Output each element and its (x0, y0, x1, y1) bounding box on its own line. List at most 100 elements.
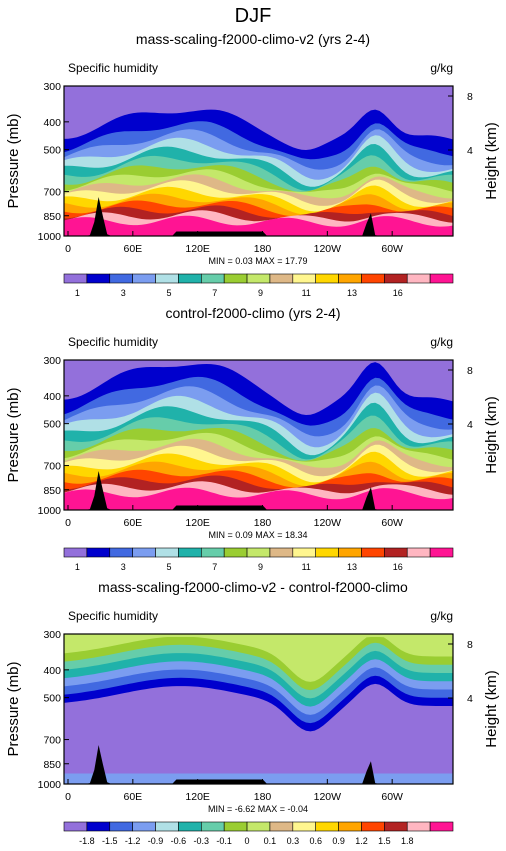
x-tick-label: 0 (65, 243, 71, 255)
plot-area (64, 86, 453, 236)
y-tick-label: 300 (43, 355, 61, 367)
colorbar-swatch (429, 547, 454, 558)
colorbar-label: 1.5 (378, 836, 391, 846)
colorbar-swatch (269, 547, 294, 558)
colorbar-label: 3 (121, 288, 126, 298)
topography (64, 745, 453, 784)
y-tick-label: 850 (43, 759, 61, 771)
x-tick-label: 120E (185, 517, 210, 529)
page-title: DJF (235, 5, 272, 27)
colorbar-label: 0.6 (309, 836, 322, 846)
colorbar-swatch (384, 547, 408, 558)
x-tick-label: 0 (65, 517, 71, 529)
colorbar-label: 9 (258, 288, 263, 298)
x-tick-label: 60E (123, 517, 142, 529)
colorbar-swatch (86, 547, 111, 558)
colorbar-swatch (406, 273, 431, 284)
contour-band-16 (64, 215, 453, 236)
colorbar-swatch (406, 821, 431, 832)
x-tick-label: 60E (123, 243, 142, 255)
y-tick-label: 1000 (38, 505, 62, 517)
y2-tick-label: 4 (467, 145, 473, 157)
x-tick-label: 180 (254, 791, 272, 803)
colorbar-label: 1 (75, 288, 80, 298)
colorbar-swatch (223, 547, 248, 558)
colorbar-label: 5 (166, 288, 171, 298)
colorbar-swatch (269, 273, 294, 284)
y2-axis-label: Height (km) (483, 122, 500, 200)
colorbar-swatch (223, 821, 248, 832)
units-label: g/kg (430, 609, 453, 623)
topography (64, 471, 453, 510)
x-tick-label: 120W (314, 791, 342, 803)
plot-frame (63, 85, 454, 237)
chart-title: mass-scaling-f2000-climo-v2 (yrs 2-4) (136, 31, 370, 47)
colorbar-label: -0.3 (194, 836, 210, 846)
min-max-label: MIN = -6.62 MAX = -0.04 (208, 804, 308, 814)
x-tick-label: 60W (381, 517, 403, 529)
colorbar-swatch (292, 273, 317, 284)
colorbar-swatch (361, 821, 385, 832)
colorbar-swatch (155, 547, 179, 558)
colorbar-swatch (269, 821, 294, 832)
y2-axis-label: Height (km) (483, 670, 500, 748)
plot-frame (63, 359, 454, 511)
y-axis-label: Pressure (mb) (5, 113, 22, 208)
colorbar-label: 13 (347, 562, 357, 572)
y-tick-label: 850 (43, 485, 61, 497)
colorbar-swatch (338, 273, 362, 284)
colorbar-swatch (315, 273, 339, 284)
y2-tick-label: 8 (467, 365, 473, 377)
y-tick-label: 500 (43, 419, 61, 431)
y-tick-label: 500 (43, 145, 61, 157)
colorbar-swatch (178, 821, 202, 832)
x-tick-label: 60W (381, 243, 403, 255)
colorbar-label: 16 (393, 288, 403, 298)
contour-band-surface (64, 773, 453, 784)
plot-area (64, 634, 453, 784)
y-tick-label: 400 (43, 117, 61, 129)
colorbar-swatch (384, 273, 408, 284)
colorbar-swatch (109, 547, 133, 558)
colorbar-label: 0.1 (264, 836, 277, 846)
colorbar-swatch (132, 273, 156, 284)
y2-tick-label: 4 (467, 693, 473, 705)
colorbar-label: -1.5 (102, 836, 118, 846)
colorbar-swatch (86, 273, 111, 284)
variable-label: Specific humidity (68, 61, 158, 75)
units-label: g/kg (430, 61, 453, 75)
colorbar-label: 16 (393, 562, 403, 572)
min-max-label: MIN = 0.03 MAX = 17.79 (208, 256, 307, 266)
colorbar-label: 0 (245, 836, 250, 846)
colorbar-swatch (63, 547, 88, 558)
contour-band-16 (64, 487, 453, 510)
topography (64, 197, 453, 236)
contour-band-8 (64, 634, 453, 674)
colorbar-swatch (200, 273, 225, 284)
x-tick-label: 0 (65, 791, 71, 803)
colorbar-swatch (292, 821, 317, 832)
colorbar-swatch (178, 547, 202, 558)
colorbar-swatch (200, 547, 225, 558)
colorbar-swatch (200, 821, 225, 832)
colorbar-swatch (109, 821, 133, 832)
y-tick-label: 400 (43, 391, 61, 403)
colorbar-swatch (155, 821, 179, 832)
colorbar-label: 1.2 (355, 836, 368, 846)
colorbar-label: 7 (212, 562, 217, 572)
y2-tick-label: 4 (467, 419, 473, 431)
colorbar-swatch (246, 547, 271, 558)
y-tick-label: 300 (43, 629, 61, 641)
chart-panel-2: control-f2000-climo (yrs 2-4) Specific hu… (5, 305, 500, 572)
colorbar-swatch (406, 547, 431, 558)
colorbar-label: 9 (258, 562, 263, 572)
min-max-label: MIN = 0.09 MAX = 18.34 (208, 530, 307, 540)
chart-panel-3: mass-scaling-f2000-climo-v2 - control-f2… (5, 579, 500, 846)
colorbar-swatch (223, 273, 248, 284)
colorbar-label: -0.9 (148, 836, 164, 846)
colorbar-label: 5 (166, 562, 171, 572)
y-tick-label: 1000 (38, 779, 62, 791)
x-tick-label: 120E (185, 791, 210, 803)
colorbar-label: 13 (347, 288, 357, 298)
colorbar-swatch (178, 273, 202, 284)
